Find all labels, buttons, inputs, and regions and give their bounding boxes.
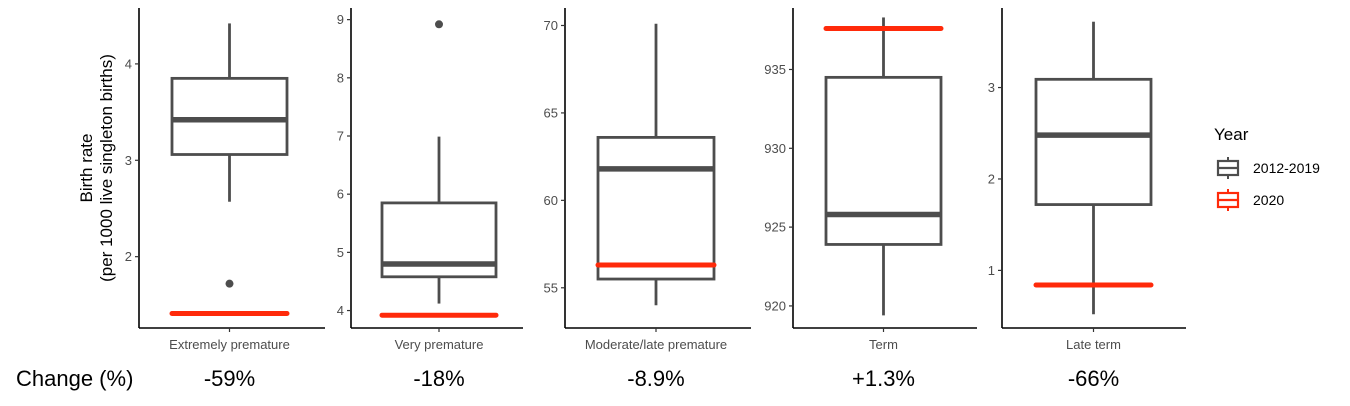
y-tick-label: 9 — [337, 12, 344, 27]
category-label: Extremely premature — [169, 337, 290, 352]
change-value: -8.9% — [627, 366, 684, 391]
change-header: Change (%) — [16, 366, 133, 391]
y-axis-title-line2: (per 1000 live singleton births) — [97, 54, 116, 282]
panel-5: 1 2 3 Late term -66% — [988, 8, 1186, 391]
panel-3: 55 60 65 70 Moderate/late premature -8.9% — [544, 8, 751, 391]
y-tick-label: 7 — [337, 129, 344, 144]
y-axis-title-line1: Birth rate — [77, 134, 96, 203]
y-tick-label: 2 — [988, 171, 995, 186]
y-tick-label: 2 — [125, 249, 132, 264]
y-tick-label: 70 — [544, 18, 558, 33]
iqr-box — [596, 135, 716, 281]
y-tick-label: 65 — [544, 105, 558, 120]
outlier-point — [225, 279, 234, 288]
outlier-point — [435, 20, 443, 29]
legend-label: 2020 — [1253, 192, 1284, 208]
y-tick-label: 5 — [337, 245, 344, 260]
y-tick-label: 925 — [764, 220, 786, 235]
legend-title: Year — [1214, 125, 1249, 144]
panel-1: 2 3 4 Extremely premature -59% — [125, 8, 325, 391]
y-tick-label: 3 — [988, 80, 995, 95]
y-tick-label: 3 — [125, 153, 132, 168]
y-tick-label: 920 — [764, 298, 786, 313]
legend-key-2: 2020 — [1216, 189, 1284, 211]
legend-key-1: 2012-2019 — [1216, 157, 1320, 179]
panel-2: 4 5 6 7 8 9 Very premature -18% — [337, 8, 523, 391]
iqr-box — [1034, 77, 1153, 206]
y-tick-label: 1 — [988, 263, 995, 278]
change-value: -66% — [1068, 366, 1119, 391]
category-label: Term — [869, 337, 898, 352]
change-value: +1.3% — [852, 366, 915, 391]
category-label: Moderate/late premature — [585, 337, 727, 352]
panels-group: 2 3 4 Extremely premature -59% 4 5 6 7 8 9 Very pre… — [125, 8, 1186, 391]
y-tick-label: 4 — [337, 303, 344, 318]
y-tick-label: 8 — [337, 70, 344, 85]
y-tick-label: 4 — [125, 56, 132, 71]
y-tick-label: 935 — [764, 62, 786, 77]
category-label: Late term — [1066, 337, 1121, 352]
legend-label: 2012-2019 — [1253, 160, 1320, 176]
y-tick-label: 60 — [544, 193, 558, 208]
iqr-box — [824, 75, 943, 246]
legend: Year 2012-2019 2020 — [1214, 125, 1320, 211]
panel-4: 920 925 930 935 Term +1.3% — [764, 8, 977, 391]
change-value: -59% — [204, 366, 255, 391]
y-tick-label: 55 — [544, 280, 558, 295]
y-tick-label: 930 — [764, 141, 786, 156]
category-label: Very premature — [395, 337, 484, 352]
change-value: -18% — [413, 366, 464, 391]
y-tick-label: 6 — [337, 187, 344, 202]
iqr-box — [170, 76, 289, 156]
